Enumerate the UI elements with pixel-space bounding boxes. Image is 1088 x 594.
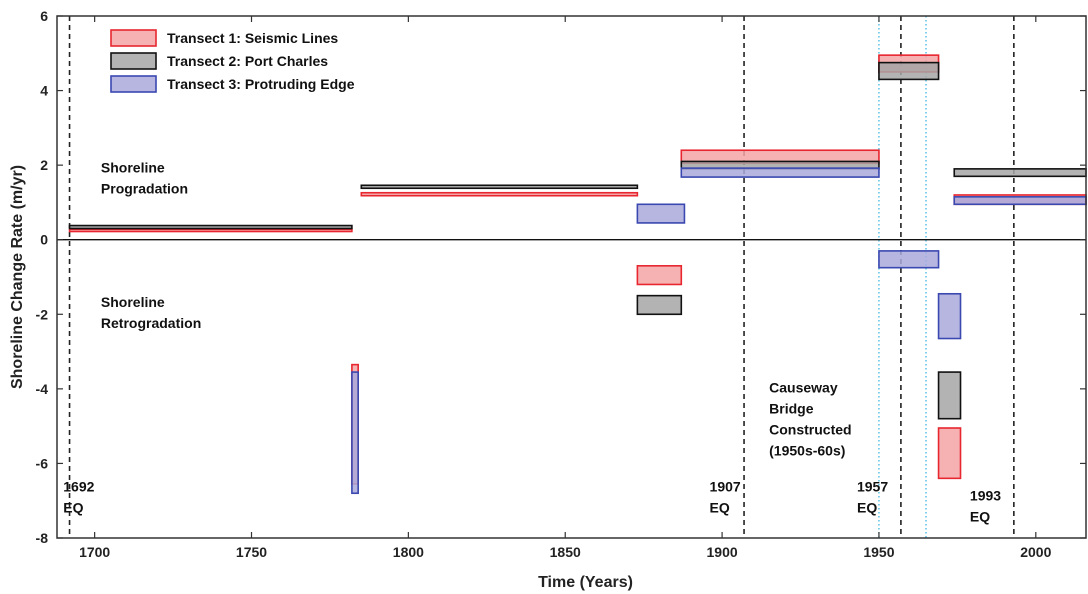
annotation-0-line-1: Progradation — [101, 181, 188, 197]
bar-series-3-segment-5 — [937, 292, 962, 340]
annotation-3-line-0: 1907 — [710, 478, 741, 494]
y-tick-label-4: 0 — [40, 232, 48, 248]
x-axis-title: Time (Years) — [538, 574, 633, 591]
annotation-2-line-1: EQ — [63, 499, 83, 515]
bar-series-1-segment-4 — [636, 265, 683, 286]
legend-label-2: Transect 2: Port Charles — [167, 53, 328, 69]
y-tick-label-1: -6 — [36, 455, 49, 471]
annotation-3: 1907 EQ — [710, 478, 741, 515]
annotation-5-line-0: 1993 — [970, 488, 1001, 504]
legend-swatch-3 — [110, 75, 157, 93]
annotation-6-line-3: (1950s-60s) — [769, 443, 845, 459]
annotation-6: Causeway Bridge Constructed (1950s-60s) — [769, 380, 851, 459]
bar-series-3-segment-2 — [636, 203, 686, 224]
bar-series-1-segment-7 — [937, 427, 962, 480]
annotation-4: 1957 EQ — [857, 478, 888, 515]
annotation-0: Shoreline Progradation — [101, 160, 188, 197]
annotation-6-line-2: Constructed — [769, 422, 851, 438]
y-tick-label-6: 4 — [40, 83, 48, 99]
annotation-1-line-1: Retrogradation — [101, 315, 201, 331]
bar-series-3-segment-6 — [953, 196, 1087, 206]
bar-series-2-segment-6 — [937, 371, 962, 420]
change-rate-bars — [68, 54, 1087, 495]
bar-series-2-segment-5 — [878, 61, 940, 81]
legend-swatch-2 — [110, 52, 157, 70]
legend-swatch-1 — [110, 29, 157, 47]
x-tick-label-1: 1750 — [236, 544, 267, 560]
legend: Transect 1: Seismic Lines Transect 2: Por… — [110, 29, 355, 93]
x-tick-label-6: 2000 — [1020, 544, 1051, 560]
legend-label-1: Transect 1: Seismic Lines — [167, 30, 338, 46]
y-tick-label-2: -4 — [36, 381, 49, 397]
x-tick-label-5: 1950 — [863, 544, 894, 560]
annotation-0-line-0: Shoreline — [101, 160, 165, 176]
bar-series-2-segment-7 — [953, 168, 1087, 178]
x-tick-label-3: 1850 — [550, 544, 581, 560]
annotation-3-line-1: EQ — [710, 499, 730, 515]
y-axis-title: Shoreline Change Rate (m/yr) — [9, 165, 26, 389]
annotation-4-line-0: 1957 — [857, 478, 888, 494]
annotation-1-line-0: Shoreline — [101, 294, 165, 310]
y-tick-label-5: 2 — [40, 157, 48, 173]
x-tick-label-2: 1800 — [393, 544, 424, 560]
bar-series-2-segment-2 — [360, 184, 639, 190]
x-tick-label-4: 1900 — [707, 544, 738, 560]
bar-series-2-segment-1 — [68, 224, 353, 230]
bar-series-1-segment-3 — [360, 191, 639, 197]
y-tick-label-0: -8 — [36, 530, 49, 546]
annotation-4-line-1: EQ — [857, 499, 877, 515]
annotation-6-line-1: Bridge — [769, 401, 814, 417]
y-tick-label-3: -2 — [36, 306, 49, 322]
annotation-2: 1692 EQ — [63, 478, 94, 515]
bar-series-3-segment-1 — [351, 371, 359, 495]
bar-series-3-segment-4 — [878, 250, 940, 269]
bar-series-3-segment-3 — [680, 167, 880, 178]
annotation-5: 1993 EQ — [970, 488, 1001, 525]
annotation-2-line-0: 1692 — [63, 478, 94, 494]
y-tick-label-7: 6 — [40, 8, 48, 24]
annotations: Shoreline Progradation Shoreline Retrograda… — [63, 160, 1001, 525]
axes — [56, 15, 1087, 539]
annotation-1: Shoreline Retrogradation — [101, 294, 201, 331]
x-tick-label-0: 1700 — [79, 544, 110, 560]
tick-labels: 1700 1750 1800 1850 1900 1950 2000 -8 -6 -4 -2 0 2 4 6 — [36, 8, 1086, 560]
legend-label-3: Transect 3: Protruding Edge — [167, 76, 355, 92]
bar-series-2-segment-3 — [636, 294, 683, 316]
annotation-5-line-1: EQ — [970, 509, 990, 525]
bar-series-1-segment-1 — [68, 228, 353, 233]
reference-lines — [68, 16, 1015, 538]
plot-frame — [56, 15, 1087, 539]
annotation-6-line-0: Causeway — [769, 380, 838, 396]
